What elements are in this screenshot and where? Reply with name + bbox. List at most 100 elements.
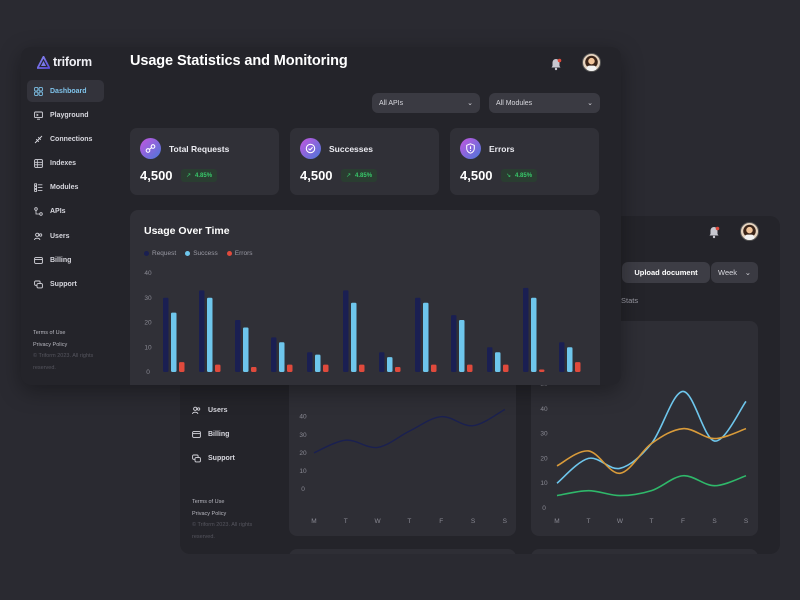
bar-errors[interactable] [467,364,473,372]
card-value: 4,500 [300,168,333,183]
bar-errors[interactable] [503,364,509,372]
bar-request[interactable] [559,342,565,372]
bar-request[interactable] [307,352,313,372]
bar-errors[interactable] [359,364,365,372]
legend-swatch [144,251,149,256]
x-tick-label: S [471,518,476,525]
bar-request[interactable] [523,287,529,372]
user-avatar[interactable] [582,53,601,72]
terms-link[interactable]: Terms of Use [192,499,225,505]
legend-label: Request [152,250,177,257]
module-filter-value: All Modules [496,99,533,107]
bar-errors[interactable] [179,362,185,372]
sidebar-item-apis[interactable]: APIs [27,201,104,223]
sidebar-item-billing[interactable]: Billing [27,249,104,271]
y-tick-label: 0 [146,369,150,376]
sidebar-item-users[interactable]: Users [27,225,104,247]
chevron-down-icon: ⌄ [467,100,473,107]
bar-success[interactable] [567,347,573,372]
bar-success[interactable] [387,357,393,372]
apis-icon [34,207,43,217]
sidebar-item-playground[interactable]: Playground [27,104,104,126]
sidebar-item-connections[interactable]: Connections [27,128,104,150]
copyright-text: © Triform 2023. All rights reserved. [33,353,94,371]
legend-request: Request [144,250,176,257]
successes-card: Successes 4,500 ↗ 4.85% [290,128,439,195]
bar-request[interactable] [163,297,169,372]
y-tick-label: 30 [540,431,548,438]
notification-bell-icon[interactable] [549,57,563,71]
bar-success[interactable] [207,297,213,372]
upload-document-button[interactable]: Upload document [622,262,710,283]
check-circle-icon [300,138,321,159]
bar-request[interactable] [487,347,493,372]
bell-icon[interactable] [707,225,721,239]
privacy-link[interactable]: Privacy Policy [33,341,68,348]
bar-errors[interactable] [323,364,329,372]
bar-success[interactable] [315,354,321,372]
bar-errors[interactable] [431,364,437,372]
bar-errors[interactable] [539,369,545,372]
bar-success[interactable] [171,312,177,372]
sidebar-item-modules[interactable]: Modules [27,177,104,199]
card-label: Successes [329,144,373,154]
triform-logo-icon [37,55,50,69]
bar-success[interactable] [495,352,501,372]
bar-request[interactable] [379,352,385,372]
x-tick-label: S [503,518,508,525]
bar-success[interactable] [423,302,429,372]
line-series [556,390,747,484]
sidebar-item-label: APIs [50,208,66,216]
sidebar-item-indexes[interactable]: Indexes [27,153,104,175]
week-select[interactable]: Week ⌄ [711,262,758,283]
app-logo[interactable]: triform [37,55,92,69]
chart-legend: Request Success Errors [144,250,262,257]
bar-success[interactable] [531,297,537,372]
bar-success[interactable] [351,302,357,372]
privacy-link[interactable]: Privacy Policy [192,510,227,517]
y-tick-label: 10 [299,468,307,475]
y-tick-label: 0 [542,505,546,512]
bar-success[interactable] [279,342,285,372]
back-sidebar-item-label: Support [208,454,235,462]
bar-success[interactable] [459,320,465,372]
back-sidebar-item-label: Billing [208,430,230,438]
card-value: 4,500 [140,168,173,183]
y-tick-label: 40 [540,406,548,413]
legend-label: Errors [234,250,253,257]
back-sidebar-item-support[interactable]: Support [192,446,235,470]
sidebar-item-support[interactable]: Support [27,274,104,296]
copyright-text: © Triform 2023. All rights reserved. [192,522,253,540]
bar-request[interactable] [271,337,277,372]
trend-up-icon: ↗ [346,173,352,179]
support-icon [192,454,201,462]
bar-errors[interactable] [251,367,257,372]
stats-tab[interactable]: Stats [621,296,639,305]
bar-errors[interactable] [395,367,401,372]
bar-success[interactable] [243,327,249,372]
bar-request[interactable] [415,297,421,372]
api-filter-select[interactable]: All APIs ⌄ [372,93,480,113]
bar-errors[interactable] [287,364,293,372]
legend-success: Success [185,250,218,257]
bar-errors[interactable] [575,362,581,372]
x-tick-label: F [439,518,443,525]
legend-swatch [185,251,191,256]
terms-link[interactable]: Terms of Use [33,330,66,336]
back-sidebar-item-billing[interactable]: Billing [192,422,235,446]
back-sidebar-item-users[interactable]: Users [192,398,235,422]
module-filter-select[interactable]: All Modules ⌄ [489,93,600,113]
bar-request[interactable] [343,290,349,372]
modules-icon [34,183,43,193]
users-icon [34,232,43,240]
bar-request[interactable] [235,320,241,372]
link-icon [140,138,161,159]
bar-errors[interactable] [215,364,221,372]
sidebar-item-label: Modules [50,184,79,192]
x-tick-label: T [587,518,591,525]
billing-icon [192,430,201,438]
sidebar-item-dashboard[interactable]: Dashboard [27,80,104,102]
user-avatar[interactable] [740,222,759,241]
bar-request[interactable] [199,290,205,372]
bar-request[interactable] [451,315,457,372]
